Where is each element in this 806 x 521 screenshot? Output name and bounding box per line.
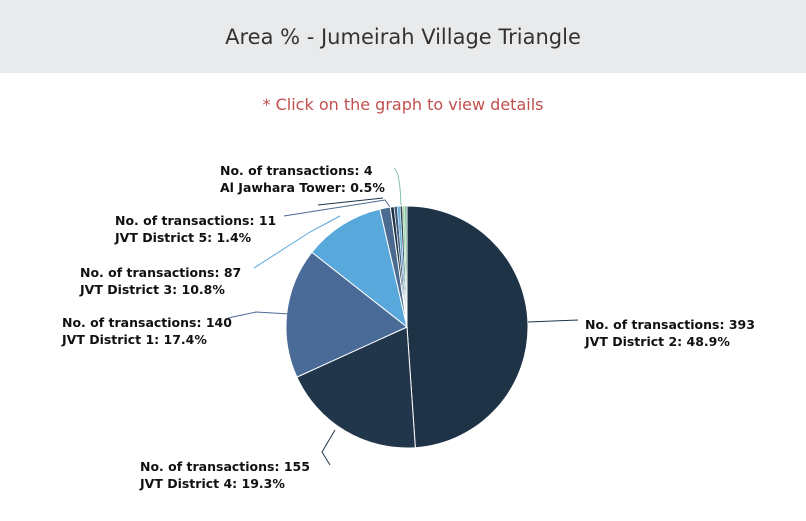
data-label-text: No. of transactions: 4 bbox=[220, 163, 373, 178]
leader-line bbox=[283, 199, 391, 217]
data-label-text: No. of transactions: 393 bbox=[585, 317, 755, 332]
data-label[interactable]: No. of transactions: 4 Al Jawhara Tower: … bbox=[220, 162, 385, 196]
data-label-text: JVT District 2: 48.9% bbox=[585, 334, 730, 349]
data-label-text: JVT District 4: 19.3% bbox=[140, 476, 285, 491]
pie-slice[interactable] bbox=[285, 251, 408, 378]
data-label[interactable]: No. of transactions: 393 JVT District 2: … bbox=[585, 316, 755, 350]
leader-line bbox=[393, 167, 402, 206]
leader-line bbox=[527, 319, 579, 323]
chart-title: Area % - Jumeirah Village Triangle bbox=[0, 0, 806, 73]
data-label-text: No. of transactions: 155 bbox=[140, 459, 310, 474]
data-label[interactable]: No. of transactions: 11 JVT District 5: 1… bbox=[115, 212, 276, 246]
data-label-text: JVT District 5: 1.4% bbox=[115, 230, 252, 245]
data-label-text: JVT District 1: 17.4% bbox=[62, 332, 207, 347]
click-hint: * Click on the graph to view details bbox=[262, 95, 544, 114]
leader-line bbox=[317, 197, 384, 206]
data-label[interactable]: No. of transactions: 155 JVT District 4: … bbox=[140, 458, 310, 492]
data-label-text: No. of transactions: 11 bbox=[115, 213, 277, 228]
data-label-text: No. of transactions: 140 bbox=[62, 315, 232, 330]
leader-line bbox=[253, 215, 341, 269]
data-label-text: Al Jawhara Tower: 0.5% bbox=[220, 180, 385, 195]
data-label-text: JVT District 3: 10.8% bbox=[80, 282, 225, 297]
pie-slice[interactable] bbox=[404, 205, 408, 328]
leader-line bbox=[227, 311, 291, 319]
leader-line bbox=[321, 429, 336, 466]
data-label[interactable]: No. of transactions: 87 JVT District 3: 1… bbox=[80, 264, 241, 298]
pie-slice[interactable] bbox=[296, 326, 416, 449]
pie-slice[interactable] bbox=[311, 208, 408, 329]
data-label-text: No. of transactions: 87 bbox=[80, 265, 242, 280]
pie-slice[interactable] bbox=[406, 205, 529, 449]
data-label[interactable]: No. of transactions: 140 JVT District 1: … bbox=[62, 314, 232, 348]
